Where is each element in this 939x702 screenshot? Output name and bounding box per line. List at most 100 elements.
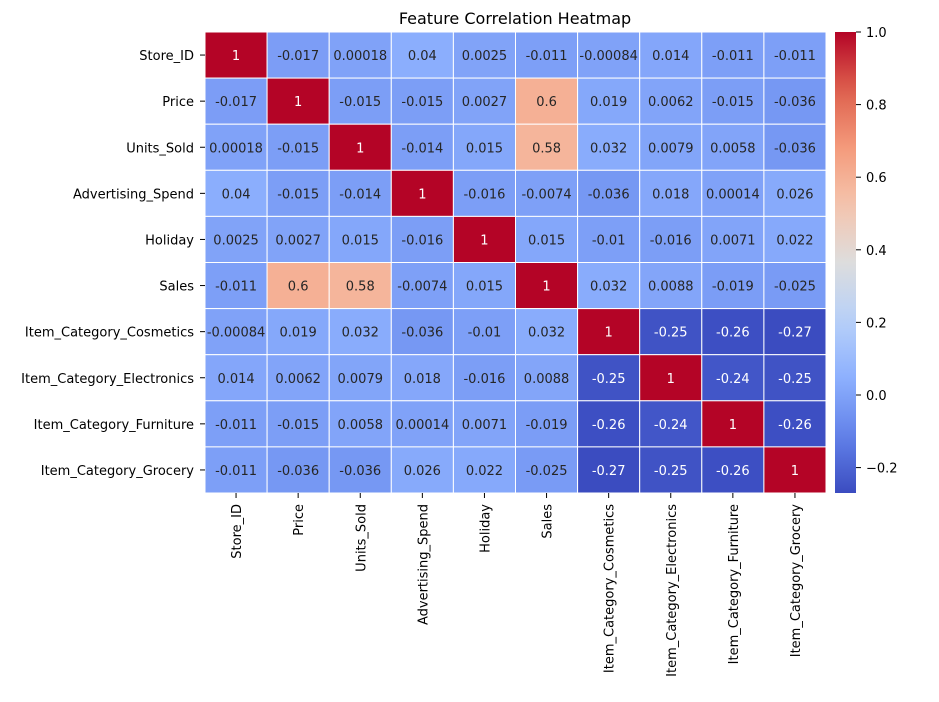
cell-value-label: 1 — [605, 326, 613, 341]
heatmap-cell — [390, 262, 454, 310]
heatmap-cell — [452, 446, 516, 494]
cell-value-label: -0.036 — [339, 464, 381, 479]
cell-value-label: -0.015 — [277, 418, 319, 433]
heatmap-cell — [577, 446, 641, 494]
cell-value-label: -0.036 — [588, 187, 630, 202]
heatmap-cell — [452, 215, 516, 263]
cell-value-label: 0.00014 — [706, 187, 760, 202]
cell-value-label: 1 — [232, 49, 240, 64]
heatmap-cell — [639, 400, 703, 448]
cell-value-label: 0.015 — [466, 141, 503, 156]
cell-value-label: 0.026 — [404, 464, 441, 479]
cell-value-label: -0.25 — [592, 372, 626, 387]
y-tick-label: Price — [162, 95, 194, 110]
heatmap-cell — [763, 215, 827, 263]
heatmap-cell — [266, 31, 330, 79]
heatmap-cell — [701, 400, 765, 448]
heatmap-cell — [452, 123, 516, 171]
cell-value-label: -0.019 — [712, 280, 754, 295]
heatmap-cells — [204, 31, 827, 494]
cell-value-label: 0.015 — [466, 280, 503, 295]
heatmap-cell — [763, 77, 827, 125]
cell-value-label: 0.04 — [222, 187, 251, 202]
cell-value-label: -0.0074 — [521, 187, 571, 202]
cell-value-label: 0.014 — [217, 372, 254, 387]
chart-title: Feature Correlation Heatmap — [399, 9, 631, 28]
cell-value-label: -0.24 — [716, 372, 750, 387]
colorbar-tick-label: 0.4 — [866, 244, 887, 259]
heatmap-cell — [204, 31, 268, 79]
x-tick-label: Holiday — [478, 504, 493, 553]
heatmap-cell — [763, 308, 827, 356]
heatmap-cell — [639, 77, 703, 125]
heatmap-cell — [701, 215, 765, 263]
y-tick-label: Item_Category_Cosmetics — [25, 326, 194, 341]
cell-value-label: -0.016 — [463, 187, 505, 202]
cell-value-label: -0.26 — [592, 418, 626, 433]
heatmap-cell — [763, 31, 827, 79]
heatmap-cell — [515, 77, 579, 125]
x-tick-label: Item_Category_Electronics — [665, 504, 680, 677]
cell-value-label: -0.0074 — [397, 280, 447, 295]
y-tick-label: Advertising_Spend — [73, 187, 194, 202]
heatmap-cell — [577, 215, 641, 263]
cell-value-label: 0.022 — [776, 233, 813, 248]
cell-value-label: -0.019 — [526, 418, 568, 433]
cell-value-label: 0.032 — [590, 141, 627, 156]
heatmap-cell — [701, 77, 765, 125]
cell-value-label: -0.036 — [277, 464, 319, 479]
cell-value-label: -0.27 — [592, 464, 626, 479]
cell-value-label: 0.0079 — [338, 372, 384, 387]
cell-value-label: 0.019 — [590, 95, 627, 110]
heatmap-cell — [390, 400, 454, 448]
x-tick-label: Store_ID — [230, 504, 245, 559]
heatmap-cell — [639, 446, 703, 494]
cell-value-label: 0.0027 — [275, 233, 321, 248]
heatmap-cell — [763, 446, 827, 494]
cell-value-label: 0.58 — [346, 280, 375, 295]
cell-value-label: 0.00018 — [333, 49, 387, 64]
cell-value-label: -0.24 — [654, 418, 688, 433]
cell-value-label: 0.018 — [652, 187, 689, 202]
cell-value-label: -0.27 — [778, 326, 812, 341]
heatmap-cell — [577, 169, 641, 217]
cell-value-label: 0.018 — [404, 372, 441, 387]
heatmap-cell — [515, 308, 579, 356]
heatmap-cell — [577, 400, 641, 448]
heatmap-cell — [639, 31, 703, 79]
cell-value-label: 0.0058 — [338, 418, 384, 433]
heatmap-cell — [515, 262, 579, 310]
cell-value-label: -0.015 — [401, 95, 443, 110]
heatmap-cell — [390, 354, 454, 402]
cell-value-label: 0.032 — [528, 326, 565, 341]
cell-value-label: 1 — [356, 141, 364, 156]
cell-value-label: -0.25 — [654, 464, 688, 479]
heatmap-cell — [266, 215, 330, 263]
cell-value-label: 0.00014 — [395, 418, 449, 433]
heatmap-cell — [577, 123, 641, 171]
cell-value-label: -0.025 — [774, 280, 816, 295]
heatmap-cell — [328, 215, 392, 263]
cell-value-label: 0.04 — [408, 49, 437, 64]
heatmap-cell — [328, 400, 392, 448]
x-tick-label: Price — [292, 504, 307, 536]
heatmap-cell — [266, 354, 330, 402]
heatmap-cell — [639, 354, 703, 402]
cell-value-label: -0.015 — [277, 187, 319, 202]
heatmap-cell — [266, 400, 330, 448]
x-tick-label: Advertising_Spend — [416, 504, 431, 625]
heatmap-cell — [266, 77, 330, 125]
cell-value-label: -0.25 — [654, 326, 688, 341]
heatmap-cell — [701, 169, 765, 217]
y-tick-label: Store_ID — [139, 49, 194, 64]
x-tick-label: Item_Category_Grocery — [789, 504, 804, 658]
colorbar: 1.0 0.8 0.6 0.4 0.2 0.0 −0.2 — [835, 26, 898, 493]
y-tick-label: Item_Category_Electronics — [21, 372, 194, 387]
cell-value-label: -0.01 — [592, 233, 626, 248]
colorbar-tick-label: 0.6 — [866, 171, 887, 186]
cell-value-label: -0.011 — [712, 49, 754, 64]
cell-value-label: -0.00084 — [579, 49, 637, 64]
heatmap-cell — [515, 354, 579, 402]
cell-value-label: -0.015 — [712, 95, 754, 110]
